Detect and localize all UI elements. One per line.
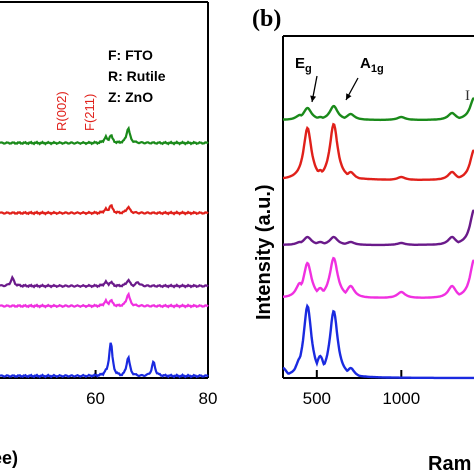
- panel-a-legend-entry: Z: ZnO: [108, 89, 153, 105]
- panel-b-series: [282, 97, 474, 380]
- panel-b-series-line-0: [282, 97, 474, 122]
- panel-a-x-ticks: 60 80: [86, 370, 217, 408]
- panel-a-series: [0, 125, 209, 379]
- panel-b-annotation-arrowhead: [346, 93, 352, 100]
- panel-a-peak-annotation: F(211): [82, 94, 97, 131]
- panel-b-corner-label: I: [465, 88, 470, 104]
- panel-a-peak-annotation: R(002): [54, 91, 69, 131]
- panel-a-series-line-0: [0, 125, 209, 146]
- panel-b-label: (b): [252, 6, 281, 32]
- panel-b-series-line-2: [283, 209, 474, 247]
- panel-b-y-axis-label: Intensity (a.u.): [253, 184, 275, 320]
- panel-a-series-line-1: [0, 204, 209, 216]
- panel-b-annotations: Eg A1g: [295, 55, 384, 103]
- panel-b-peak-annotation: A1g: [360, 55, 384, 75]
- panel-b-x-tick-label: 1000: [382, 389, 420, 408]
- panel-b: (b) 500 1000 Eg A1g Intensity (a.u.) Ram I: [252, 6, 474, 474]
- panel-b-series-line-3: [283, 256, 474, 299]
- panel-a-series-line-2: [0, 274, 209, 289]
- panel-b-x-axis-label: Ram: [428, 453, 471, 474]
- panel-a-x-axis-label: ee): [0, 448, 18, 468]
- panel-a-x-tick-label: 60: [86, 389, 105, 408]
- panel-b-series-line-1: [282, 122, 474, 181]
- panel-b-x-ticks: 500 1000: [303, 370, 420, 408]
- panel-a-annotations: R(002) F(211): [54, 91, 97, 131]
- panel-a-series-line-4: [0, 342, 209, 379]
- panel-a-legend: F: FTO R: Rutile Z: ZnO: [108, 47, 166, 105]
- panel-a-x-tick-label: 80: [199, 389, 218, 408]
- panel-a-series-line-3: [0, 291, 209, 309]
- panel-b-annotation-arrowhead: [310, 95, 317, 102]
- panel-b-peak-annotation: Eg: [295, 55, 312, 75]
- panel-a-legend-entry: F: FTO: [108, 47, 153, 63]
- panel-b-x-tick-label: 500: [303, 389, 331, 408]
- panel-b-series-line-4: [282, 303, 474, 380]
- panel-a-legend-entry: R: Rutile: [108, 68, 166, 84]
